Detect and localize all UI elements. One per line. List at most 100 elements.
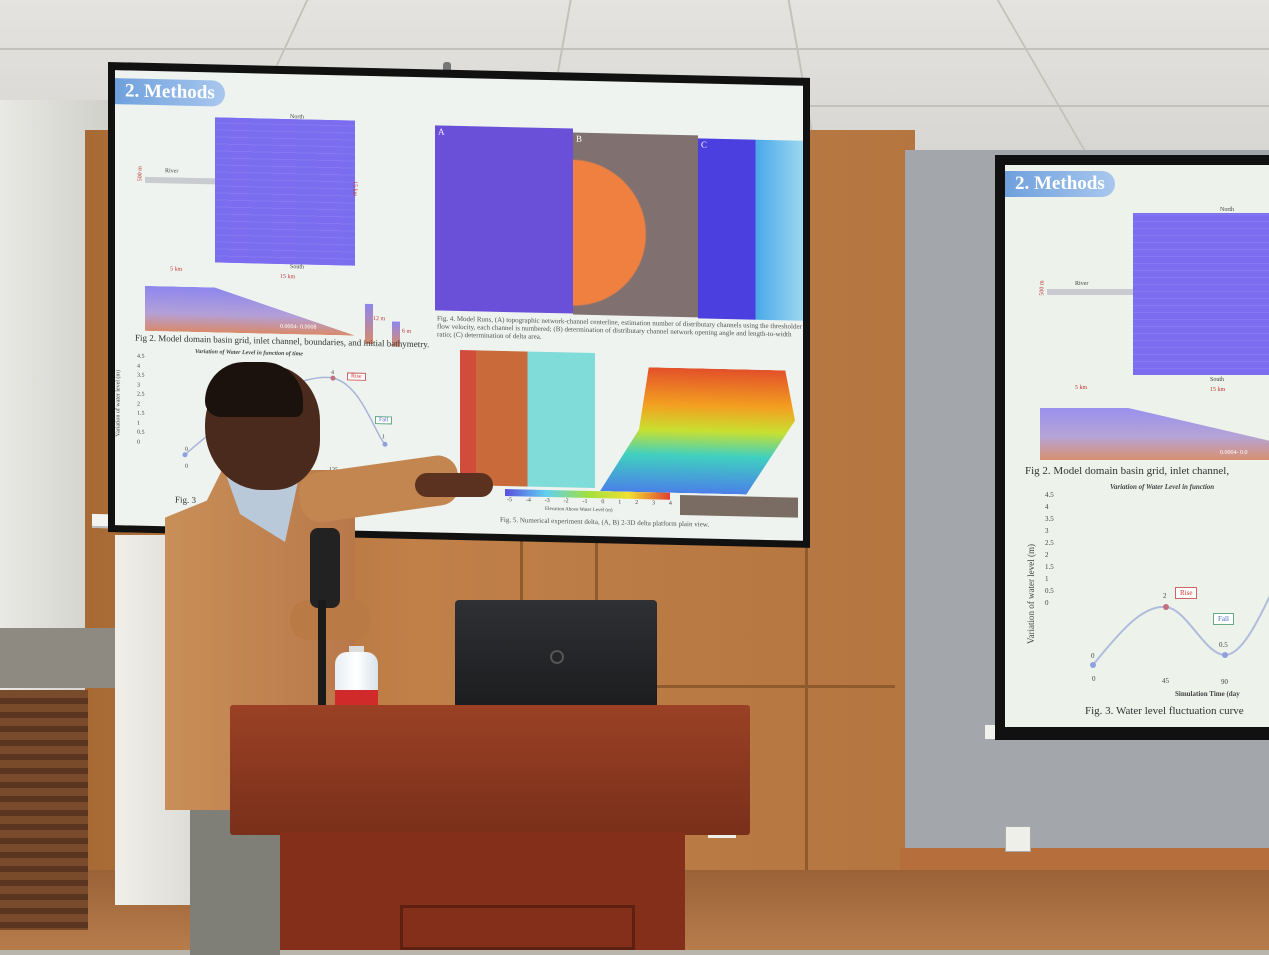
- podium-body: [280, 832, 685, 950]
- subtitle-overlay: [680, 494, 798, 518]
- window-sill: [0, 628, 118, 688]
- chart-xlabel: Simulation Time (day: [1175, 690, 1240, 698]
- fig4-panel-c: C: [698, 138, 803, 321]
- y-tick: 0: [137, 439, 140, 446]
- data-point: [382, 441, 388, 447]
- y-tick: 1.5: [137, 410, 145, 417]
- data-point: [1163, 604, 1169, 610]
- y-tick: 4.5: [1045, 491, 1054, 499]
- basin-grid: [1133, 213, 1269, 375]
- podium-panel: [400, 905, 635, 950]
- height-label: 15 km: [351, 180, 358, 197]
- colorbar-tick: 4: [668, 500, 672, 507]
- colorbar-tick: -1: [582, 498, 588, 505]
- fall-callout: Fall: [375, 416, 393, 425]
- point-label: 4: [331, 370, 334, 377]
- fall-callout: Fall: [1213, 613, 1234, 625]
- chart-ylabel: Variation of water level (m): [115, 369, 122, 437]
- y-tick: 4.5: [137, 353, 145, 360]
- water-level-chart: [1090, 595, 1269, 668]
- fig5-delta-3d: [600, 366, 795, 495]
- y-tick: 1.5: [1045, 563, 1054, 571]
- data-point: [1222, 652, 1228, 658]
- panel-label: A: [438, 126, 445, 137]
- y-tick: 1: [137, 420, 140, 427]
- slide-title: 2. Methods: [115, 78, 225, 107]
- point-label: 2: [1163, 592, 1167, 600]
- microphone-stand: [318, 600, 326, 730]
- projection-screen-right: 2. Methods North River 500 m South 5 km …: [995, 155, 1269, 740]
- laptop-logo: [550, 650, 564, 664]
- colorbar-tick: -3: [544, 497, 550, 505]
- y-tick: 4: [137, 363, 140, 370]
- laptop: [455, 600, 657, 710]
- x-tick: 0: [185, 463, 188, 470]
- x-tick: 90: [1221, 678, 1228, 686]
- slide: 2. Methods North River 500 m South 5 km …: [1005, 165, 1269, 727]
- colorbar-tick: -2: [563, 498, 569, 505]
- y-tick: 2: [1045, 551, 1049, 559]
- river-channel: [145, 176, 215, 185]
- y-tick: 2.5: [137, 391, 145, 398]
- fig5-delta-plan: [460, 349, 595, 489]
- fig3-caption: Fig. 3. Water level fluctuation curve: [1085, 705, 1244, 717]
- y-tick: 2: [137, 401, 140, 408]
- y-tick: 3.5: [1045, 515, 1054, 523]
- x-tick: 0: [1092, 675, 1096, 683]
- rise-callout: Rise: [347, 372, 366, 381]
- wall-outlet: [1005, 826, 1031, 852]
- podium-top: [230, 705, 750, 835]
- fig4-panel-b: B: [573, 132, 698, 318]
- fig2-caption: Fig 2. Model domain basin grid, inlet ch…: [1025, 465, 1230, 477]
- length-left-label: 5 km: [1075, 385, 1088, 391]
- bathymetry-profile: [145, 286, 355, 336]
- point-label: 0: [185, 446, 188, 453]
- river-label: River: [1075, 281, 1089, 287]
- colorbar-tick: 3: [652, 500, 655, 507]
- colorbar-tick: 1: [618, 499, 622, 506]
- river-label: River: [165, 168, 179, 175]
- slope-label: 0.0004- 0.0: [1220, 450, 1248, 456]
- data-point: [330, 375, 336, 381]
- x-tick: 45: [1162, 677, 1169, 685]
- slide: 2. Methods North River 500 m 15 km South…: [115, 70, 803, 541]
- colorbar-tick: -5: [507, 497, 512, 504]
- y-tick: 2.5: [1045, 539, 1054, 547]
- length-right-label: 15 km: [280, 273, 296, 281]
- rise-callout: Rise: [1175, 587, 1198, 599]
- fig5-caption: Fig. 5. Numerical experiment delta, (A, …: [500, 515, 710, 529]
- y-tick: 3: [137, 382, 140, 389]
- data-point: [182, 452, 188, 458]
- river-channel: [1047, 289, 1133, 295]
- y-tick: 4: [1045, 503, 1049, 511]
- south-label: South: [1210, 377, 1225, 383]
- south-label: South: [290, 264, 305, 271]
- y-tick: 1: [1045, 575, 1049, 583]
- point-label: 0: [1091, 652, 1095, 660]
- chart-ylabel: Variation of water level (m): [1026, 544, 1036, 644]
- y-tick: 3: [1045, 527, 1049, 535]
- length-right-label: 15 km: [1210, 387, 1226, 393]
- panel-label: B: [576, 133, 583, 144]
- fig2-caption: Fig 2. Model domain basin grid, inlet ch…: [135, 332, 430, 350]
- radiator-cover: [0, 690, 88, 930]
- depth-label: 12 m: [373, 316, 386, 323]
- depth-label: 6 m: [402, 328, 412, 335]
- presenter-hair: [205, 362, 303, 417]
- y-tick: 0.5: [1045, 587, 1054, 595]
- river-width-label: 500 m: [1039, 280, 1046, 296]
- basin-grid: [215, 117, 355, 266]
- water-level-line: [1092, 595, 1269, 666]
- microphone: [310, 528, 340, 608]
- data-point: [1090, 662, 1096, 668]
- point-label: 0.5: [1219, 641, 1228, 649]
- north-label: North: [1220, 207, 1234, 213]
- panel-label: C: [701, 139, 708, 150]
- length-left-label: 5 km: [170, 266, 183, 273]
- fig4-panel-a: A: [435, 125, 573, 314]
- river-width-label: 500 m: [137, 166, 144, 182]
- colorbar-tick: 2: [635, 499, 639, 507]
- bottle-cap: [349, 646, 364, 656]
- colorbar-tick: 0: [601, 499, 605, 506]
- y-tick: 0.5: [137, 429, 145, 436]
